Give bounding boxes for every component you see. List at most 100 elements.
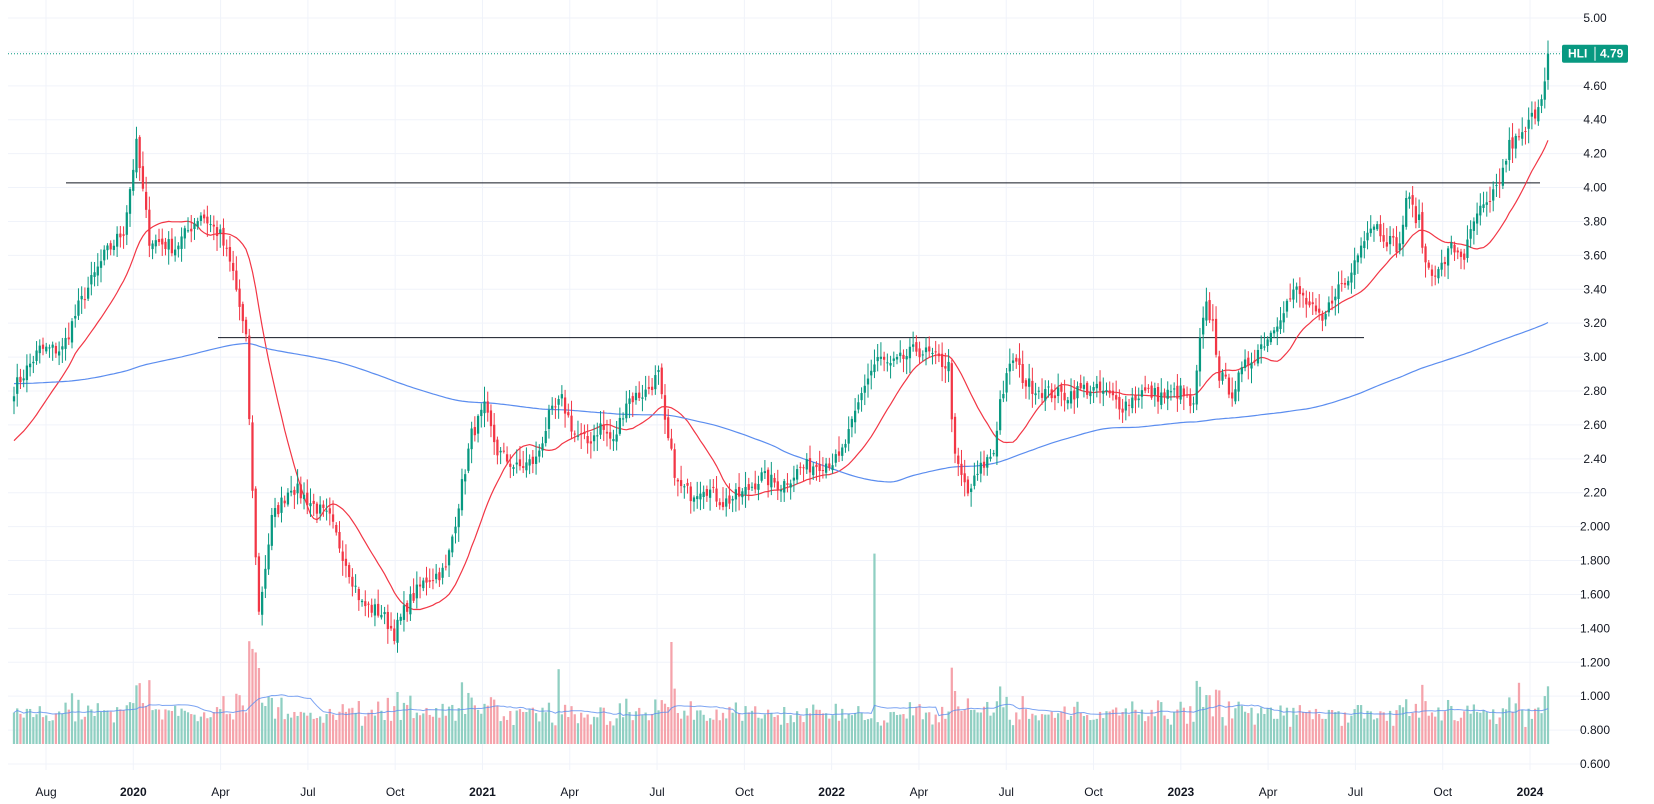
candle-body	[383, 612, 386, 615]
price-tick-label: 0.800	[1580, 723, 1610, 737]
volume-bar	[93, 715, 96, 744]
candle-body	[470, 428, 473, 450]
volume-bar	[467, 692, 470, 744]
candle-body	[1089, 392, 1092, 397]
time-tick-label: Oct	[735, 785, 754, 799]
support-resistance-lines[interactable]	[66, 182, 1540, 339]
candle-body	[808, 458, 812, 473]
candle-body	[599, 423, 602, 435]
volume-bar	[1301, 711, 1305, 744]
volume-bar	[696, 710, 699, 744]
candle-body	[1066, 400, 1069, 404]
volume-bar	[924, 712, 928, 744]
volume-bar	[522, 711, 525, 744]
time-tick-label: Aug	[35, 785, 56, 799]
candle-body	[889, 362, 892, 366]
candle-body	[525, 462, 528, 471]
candle-body	[1408, 196, 1411, 200]
volume-bar	[1269, 707, 1272, 744]
time-axis[interactable]: Aug 2020 Apr Jul Oct 2021 Apr Jul Oct 2022 Apr Jul O…	[35, 785, 1543, 799]
volume-bar	[728, 706, 731, 744]
last-price-label: 4.79	[1600, 47, 1624, 61]
volume-bar	[383, 720, 386, 744]
volume-bar	[1231, 718, 1234, 744]
candle-body	[1469, 229, 1472, 239]
candle-body	[1156, 386, 1160, 402]
volume-bar	[309, 712, 312, 744]
candle-body	[232, 262, 235, 271]
volume-bar	[667, 707, 670, 744]
volume-bar	[1356, 704, 1359, 744]
volume-bar	[1050, 711, 1053, 744]
volume-bar	[70, 693, 74, 744]
candle-body	[509, 463, 512, 467]
candle-body	[1266, 339, 1269, 346]
candle-body	[183, 228, 186, 239]
volume-bar	[947, 711, 950, 744]
candle-body	[882, 356, 886, 360]
price-tick-label: 1.600	[1580, 587, 1610, 601]
volume-bar	[190, 714, 193, 744]
volume-bar	[193, 714, 196, 744]
volume-bar	[631, 720, 634, 744]
volume-bar	[476, 709, 480, 744]
candle-body	[531, 456, 534, 464]
volume-bar	[963, 709, 966, 744]
candle-body	[860, 393, 863, 401]
volume-bar	[1479, 712, 1482, 744]
chart-grid	[8, 0, 1584, 770]
volume-bar	[151, 710, 154, 744]
volume-bar	[515, 710, 518, 744]
volume-bar	[80, 719, 83, 744]
volume-bar	[831, 715, 834, 744]
price-tick-label: 3.40	[1583, 282, 1607, 296]
candle-body	[360, 600, 364, 603]
candle-body	[795, 469, 799, 480]
volume-bar	[1459, 717, 1463, 744]
volume-bar	[992, 712, 995, 744]
candle-body	[302, 494, 306, 499]
volume-bar	[518, 709, 522, 744]
price-axis[interactable]: 5.004.804.604.404.204.003.803.603.403.20…	[1580, 11, 1610, 771]
candle-body	[1285, 300, 1289, 312]
volume-bar	[1040, 714, 1044, 744]
volume-bar	[1376, 718, 1379, 744]
candle-body	[254, 488, 257, 558]
volume-bar	[715, 709, 718, 744]
volume-bar	[828, 718, 831, 744]
volume-bar	[135, 685, 138, 744]
candle-body	[999, 399, 1002, 431]
candle-body	[457, 508, 460, 528]
candle-body	[979, 462, 982, 474]
volume-bar	[792, 722, 796, 744]
volume-bar	[331, 714, 335, 744]
volume-bar	[16, 708, 19, 744]
candle-body	[460, 479, 464, 511]
volume-bar	[283, 719, 286, 744]
volume-bar	[628, 712, 631, 744]
candle-body	[773, 477, 776, 483]
volume-bar	[1182, 707, 1185, 744]
volume-bar	[1253, 724, 1256, 744]
candle-body	[1276, 326, 1279, 332]
volume-bar	[1108, 711, 1111, 744]
candle-body	[786, 483, 789, 485]
candle-body	[215, 227, 219, 236]
volume-bar	[512, 724, 515, 744]
candle-body	[625, 403, 628, 419]
candle-body	[912, 344, 915, 347]
volume-bar	[995, 701, 999, 744]
candle-body	[335, 524, 338, 533]
candle-body	[1337, 284, 1340, 299]
volume-bar	[328, 708, 331, 744]
candle-body	[415, 584, 418, 599]
volume-bar	[1324, 718, 1327, 744]
volume-bar	[454, 720, 457, 744]
candle-body	[792, 477, 796, 481]
candle-body	[1198, 337, 1202, 372]
volume-bar	[1463, 711, 1466, 744]
volume-bar	[1318, 713, 1321, 744]
candle-body	[377, 603, 380, 616]
candle-body	[1459, 251, 1463, 257]
